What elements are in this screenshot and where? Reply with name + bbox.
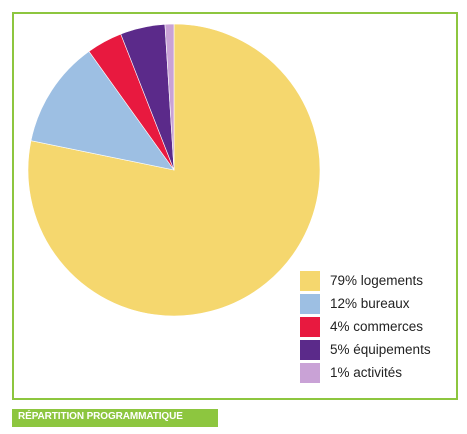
legend-label-1: 12% bureaux xyxy=(330,296,410,311)
legend-swatch-1 xyxy=(300,294,320,314)
legend-swatch-4 xyxy=(300,363,320,383)
legend-swatch-2 xyxy=(300,317,320,337)
legend-item-2: 4% commerces xyxy=(300,316,465,339)
legend-swatch-0 xyxy=(300,271,320,291)
legend-item-1: 12% bureaux xyxy=(300,293,465,316)
caption-label: RÉPARTITION PROGRAMMATIQUE xyxy=(18,411,183,422)
pie-slice-4 xyxy=(164,23,175,171)
legend-item-0: 79% logements xyxy=(300,270,465,293)
legend-label-4: 1% activités xyxy=(330,365,403,380)
pie-slice-1 xyxy=(30,50,175,171)
legend-item-3: 5% équipements xyxy=(300,339,465,362)
legend-item-4: 1% activités xyxy=(300,362,465,385)
caption-bar: RÉPARTITION PROGRAMMATIQUE xyxy=(12,409,218,427)
legend-label-2: 4% commerces xyxy=(330,319,424,334)
legend-swatch-3 xyxy=(300,340,320,360)
legend-label-0: 79% logements xyxy=(330,273,424,288)
chart-legend: 79% logements 12% bureaux 4% commerces 5% é… xyxy=(300,270,465,385)
legend-label-3: 5% équipements xyxy=(330,342,431,357)
